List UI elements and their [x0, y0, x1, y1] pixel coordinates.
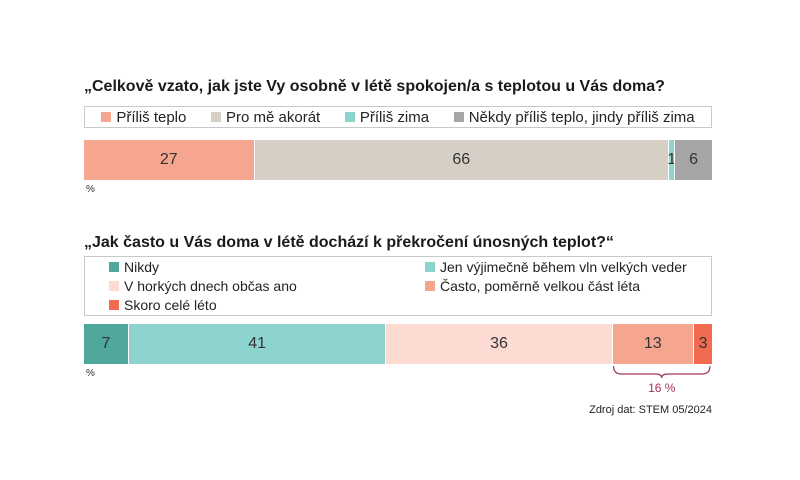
- data-label: 7: [101, 335, 111, 352]
- chart-2-bracket: 16 %: [612, 365, 711, 395]
- legend-swatch: [109, 262, 119, 272]
- legend-swatch: [101, 112, 112, 122]
- chart-2-bar: 7 41 36 13 3: [84, 324, 712, 364]
- source-note: Zdroj dat: STEM 05/2024: [589, 404, 712, 416]
- legend-label: Někdy příliš teplo, jindy příliš zima: [468, 108, 695, 126]
- legend-label: Skoro celé léto: [124, 297, 217, 313]
- legend-label: V horkých dnech občas ano: [124, 278, 297, 294]
- bar-segment-skoro-cele-leto: 3: [693, 324, 712, 364]
- data-label: 1: [667, 151, 677, 168]
- legend-label: Nikdy: [124, 259, 160, 275]
- legend-item-prilis-zima: Příliš zima: [344, 108, 430, 126]
- legend-item-skoro-cele-leto: Skoro celé léto: [109, 297, 217, 313]
- legend-swatch: [344, 112, 355, 122]
- chart-1-unit-label: %: [86, 184, 95, 195]
- bracket-label: 16 %: [648, 381, 676, 395]
- bar-segment-prilis-zima: 1: [667, 140, 677, 180]
- legend-swatch: [211, 112, 222, 122]
- chart-1-legend: Příliš teplo Pro mě akorát Příliš zima Někd…: [84, 106, 712, 128]
- legend-item-nekdy-prilis-teplo-jindy-prilis-zima: Někdy příliš teplo, jindy příliš zima: [453, 108, 695, 126]
- legend-swatch: [109, 300, 119, 310]
- data-label: 41: [248, 335, 267, 352]
- bar-segment-casto-pomerne-velkou-cast-leta: 13: [611, 324, 694, 364]
- chart-2-legend: Nikdy Jen výjimečně během vln velkých ved…: [84, 256, 712, 316]
- chart-1-title: „Celkově vzato, jak jste Vy osobně v lét…: [84, 78, 665, 95]
- legend-swatch: [453, 112, 464, 122]
- legend-swatch: [109, 281, 119, 291]
- bracket-line: [612, 365, 711, 379]
- data-label: 66: [452, 151, 471, 168]
- legend-label: Příliš zima: [359, 108, 430, 126]
- bar-segment-prilis-teplo: 27: [84, 140, 254, 180]
- legend-label: Příliš teplo: [116, 108, 187, 126]
- bar-segment-jen-vyjimecne-behem-vln-velkych-veder: 41: [127, 324, 386, 364]
- legend-swatch: [425, 262, 435, 272]
- data-label: 27: [159, 151, 178, 168]
- chart-2-unit-label: %: [86, 368, 95, 379]
- bar-segment-v-horkych-dnech-obcas-ano: 36: [385, 324, 612, 364]
- legend-swatch: [425, 281, 435, 291]
- bar-segment-pro-me-akorat: 66: [253, 140, 669, 180]
- legend-label: Jen výjimečně během vln velkých veder: [440, 259, 687, 275]
- data-label: 3: [698, 335, 708, 352]
- legend-label: Často, poměrně velkou část léta: [440, 278, 640, 294]
- bar-segment-nekdy-prilis-teplo-jindy-prilis-zima: 6: [674, 140, 712, 180]
- data-label: 36: [490, 335, 508, 352]
- bar-segment-nikdy: 7: [84, 324, 128, 364]
- legend-item-pro-me-akorat: Pro mě akorát: [211, 109, 320, 126]
- chart-1-bar: 27 66 1 6: [84, 140, 712, 180]
- legend-item-v-horkych-dnech-obcas-ano: V horkých dnech občas ano: [109, 278, 297, 294]
- legend-label: Pro mě akorát: [226, 108, 321, 126]
- legend-item-nikdy: Nikdy: [109, 259, 159, 275]
- data-label: 13: [643, 335, 662, 352]
- data-label: 6: [689, 151, 699, 168]
- legend-item-prilis-teplo: Příliš teplo: [101, 109, 186, 126]
- chart-2-title: „Jak často u Vás doma v létě dochází k p…: [84, 234, 614, 251]
- legend-item-casto-pomerne-velkou-cast-leta: Často, poměrně velkou část léta: [425, 278, 640, 294]
- legend-item-jen-vyjimecne-behem-vln-velkych-veder: Jen výjimečně během vln velkých veder: [425, 259, 687, 275]
